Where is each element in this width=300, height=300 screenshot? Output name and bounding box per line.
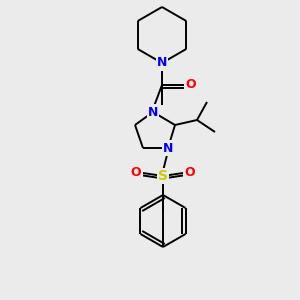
Text: S: S (158, 169, 168, 183)
Text: O: O (186, 79, 196, 92)
Text: N: N (163, 142, 173, 154)
Text: N: N (148, 106, 158, 118)
Text: O: O (131, 167, 141, 179)
Text: N: N (157, 56, 167, 70)
Text: O: O (185, 167, 195, 179)
